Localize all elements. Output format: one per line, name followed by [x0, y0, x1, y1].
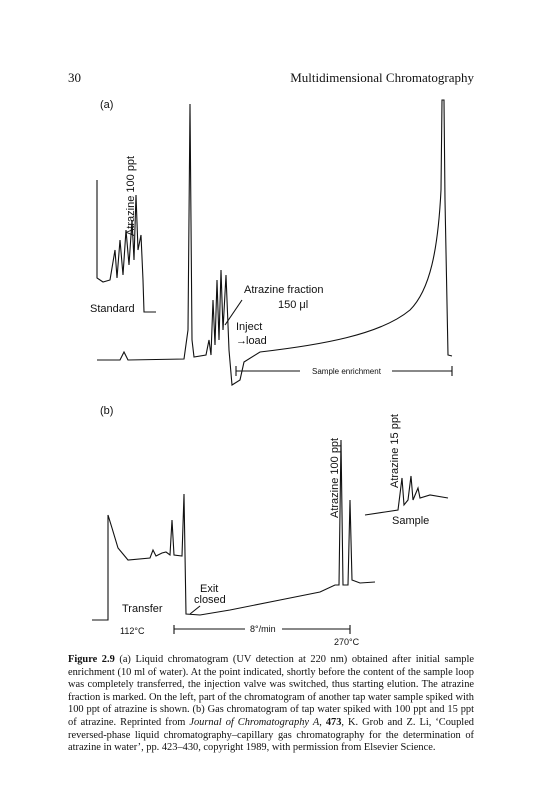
rate-label: 8°/min	[250, 624, 276, 634]
standard-trace	[96, 180, 156, 313]
peak-label: Atrazine 100 ppt	[125, 156, 137, 236]
gc-trace	[92, 439, 376, 621]
standard-label: Standard	[90, 303, 135, 315]
end-temp: 270°C	[334, 637, 360, 647]
arrow-line	[189, 605, 201, 615]
peak-label: Atrazine 15 ppt	[389, 414, 401, 488]
caption: Figure 2.9 (a) Liquid chromatogram (UV d…	[68, 654, 474, 755]
volume: 473	[325, 716, 342, 728]
sample-trace	[364, 475, 449, 516]
inject-label: Inject	[236, 321, 262, 333]
caption-text: , K. Grob and Z. Li, ‘Coupled reversed-p…	[68, 716, 474, 754]
journal: Journal of Chromatography A	[189, 716, 320, 728]
transfer-label: Transfer	[122, 603, 163, 615]
panel-label: (a)	[100, 99, 113, 111]
load-label: load	[246, 335, 267, 347]
enrichment-label: Sample enrichment	[312, 367, 382, 376]
caption-label: Figure 2.9	[68, 654, 115, 665]
arrow-icon: →	[236, 335, 247, 347]
caption-text: ,	[319, 716, 326, 728]
sample-label: Sample	[392, 515, 429, 527]
arrow-line	[224, 299, 243, 326]
closed-label: closed	[194, 594, 226, 606]
running-title: Multidimensional Chromatography	[290, 70, 474, 85]
page-number: 30	[68, 70, 81, 85]
exit-label: Exit	[200, 583, 218, 595]
figure: (a) Atrazine 100 ppt Standard Atrazine f…	[90, 99, 453, 647]
fraction-label: Atrazine fraction	[244, 284, 323, 296]
volume-label: 150 μl	[278, 299, 308, 311]
caption-text: (a) Liquid chromatogram (UV detection at…	[68, 654, 474, 728]
peak-label: Atrazine 100 ppt	[329, 438, 341, 518]
panel-label: (b)	[100, 405, 113, 417]
lc-trace	[97, 99, 453, 386]
start-temp: 112°C	[120, 626, 145, 636]
